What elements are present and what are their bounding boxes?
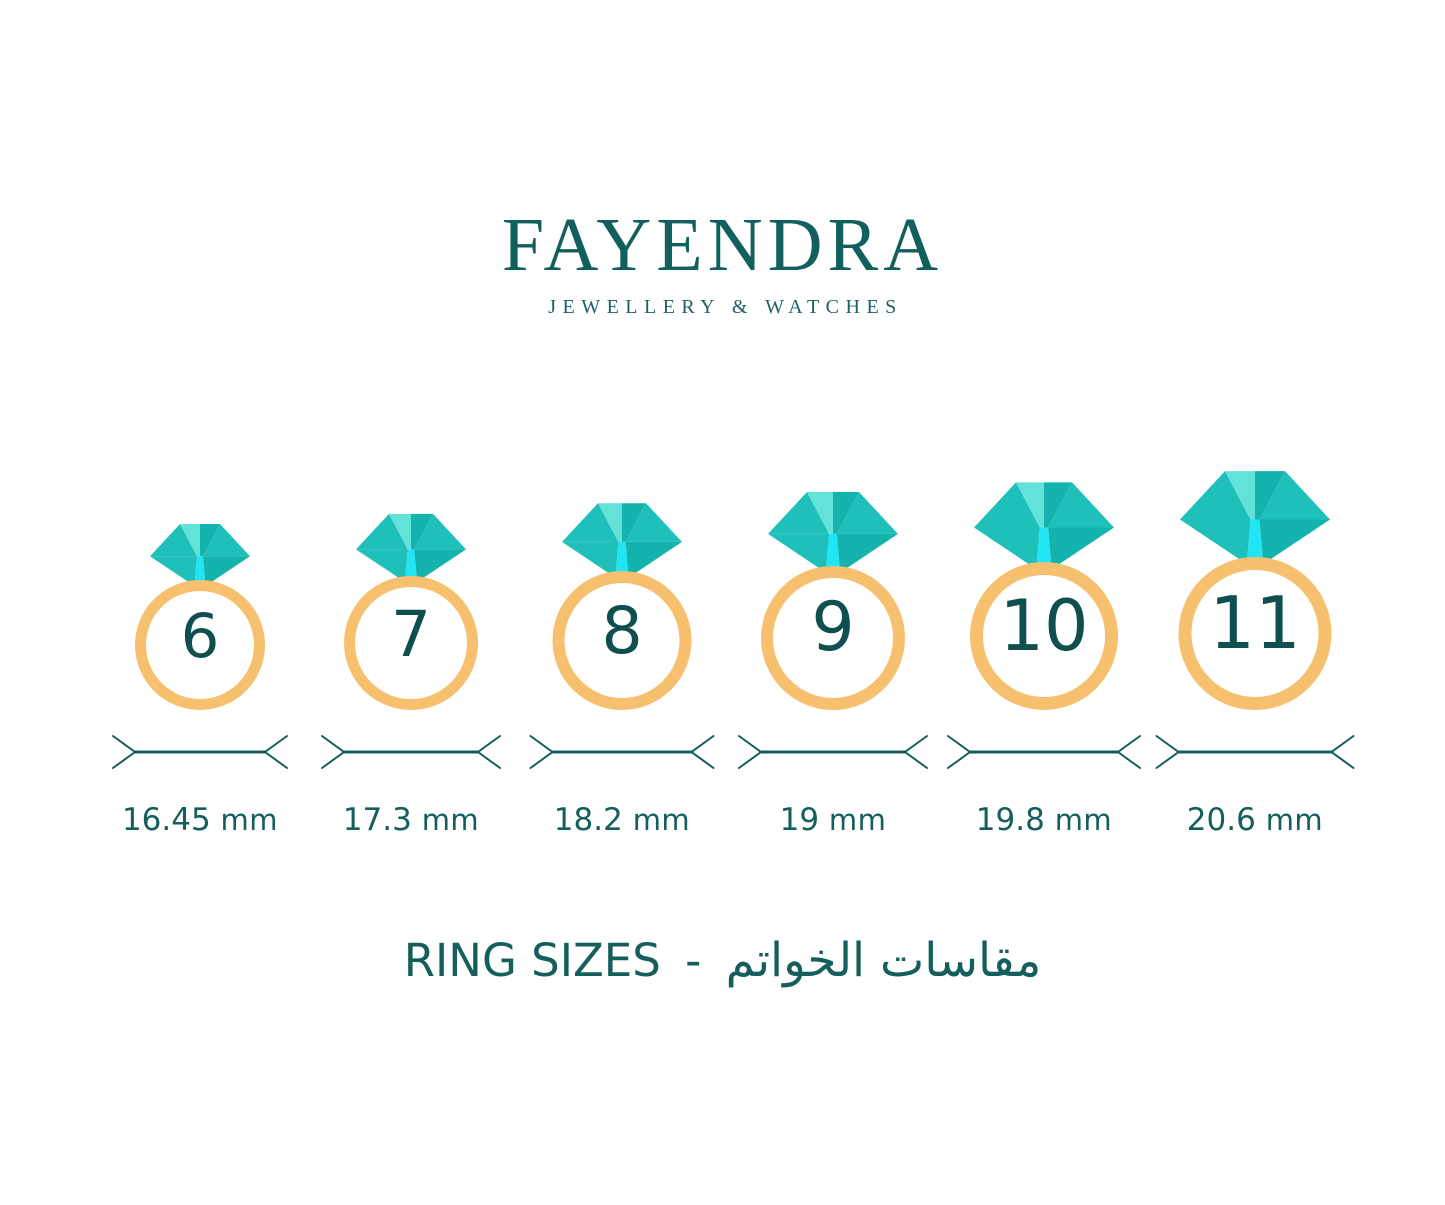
ring-diameter-label: 19 mm — [723, 802, 943, 838]
ring-diameter-value: 19 — [779, 802, 820, 838]
ring-diameter-unit: mm — [632, 803, 691, 837]
ring-diameter-unit: mm — [220, 803, 279, 837]
ring-size-item[interactable]: 8 18.2 mm — [522, 440, 722, 870]
ring-illustration — [733, 450, 933, 710]
dimension-line — [944, 734, 1144, 774]
ring-band — [135, 580, 265, 710]
gem-icon — [1180, 471, 1330, 565]
ring-band — [344, 576, 478, 710]
brand-tagline: JEWELLERY & WATCHES — [548, 296, 903, 318]
ring-diameter-label: 18.2 mm — [512, 802, 732, 838]
page-title: RING SIZES - مقاسات الخواتم — [0, 930, 1445, 992]
ring-band — [552, 571, 692, 710]
ring-size-item[interactable]: 6 16.45 mm — [100, 440, 300, 870]
dimension-line — [522, 734, 722, 774]
gem-icon — [562, 503, 682, 578]
gem-icon — [768, 492, 898, 573]
gem-icon — [150, 524, 250, 587]
ring-size-item[interactable]: 11 20.6 mm — [1155, 440, 1355, 870]
ring-illustration — [522, 450, 722, 710]
ring-band — [970, 562, 1118, 710]
ring-illustration — [1155, 450, 1355, 710]
ring-diameter-label: 16.45 mm — [90, 802, 310, 838]
page-title-separator: - — [685, 934, 702, 987]
ring-diameter-unit: mm — [421, 803, 480, 837]
ring-diameter-value: 20.6 — [1186, 802, 1256, 838]
dimension-line — [100, 734, 300, 774]
ring-size-item[interactable]: 9 19 mm — [733, 440, 933, 870]
ring-diameter-unit: mm — [828, 803, 887, 837]
dimension-line — [1155, 734, 1355, 774]
ring-size-item[interactable]: 10 19.8 mm — [944, 440, 1144, 870]
ring-size-item[interactable]: 7 17.3 mm — [311, 440, 511, 870]
dimension-line — [733, 734, 933, 774]
ring-diameter-value: 18.2 — [553, 802, 623, 838]
ring-diameter-unit: mm — [1265, 803, 1324, 837]
ring-band — [761, 566, 905, 710]
dimension-line — [311, 734, 511, 774]
brand-logo: FAYENDRA JEWELLERY & WATCHES — [0, 205, 1445, 319]
page-title-ar: مقاسات الخواتم — [725, 933, 1042, 988]
ring-illustration — [100, 450, 300, 710]
ring-diameter-value: 16.45 — [121, 802, 211, 838]
ring-diameter-label: 19.8 mm — [934, 802, 1154, 838]
gem-icon — [356, 513, 466, 583]
ring-diameter-value: 17.3 — [342, 802, 412, 838]
gem-icon — [974, 482, 1114, 570]
ring-diameter-label: 17.3 mm — [301, 802, 521, 838]
ring-illustration — [311, 450, 511, 710]
ring-diameter-value: 19.8 — [975, 802, 1045, 838]
ring-size-row: 6 16.45 mm 7 17.3 mm 8 18.2 mm 9 19 mm 10 19.8 mm… — [0, 440, 1445, 870]
page-title-en: RING SIZES — [403, 934, 661, 987]
ring-illustration — [944, 450, 1144, 710]
brand-name: FAYENDRA — [501, 203, 944, 287]
ring-diameter-unit: mm — [1054, 803, 1113, 837]
ring-band — [1178, 557, 1332, 710]
ring-diameter-label: 20.6 mm — [1145, 802, 1365, 838]
